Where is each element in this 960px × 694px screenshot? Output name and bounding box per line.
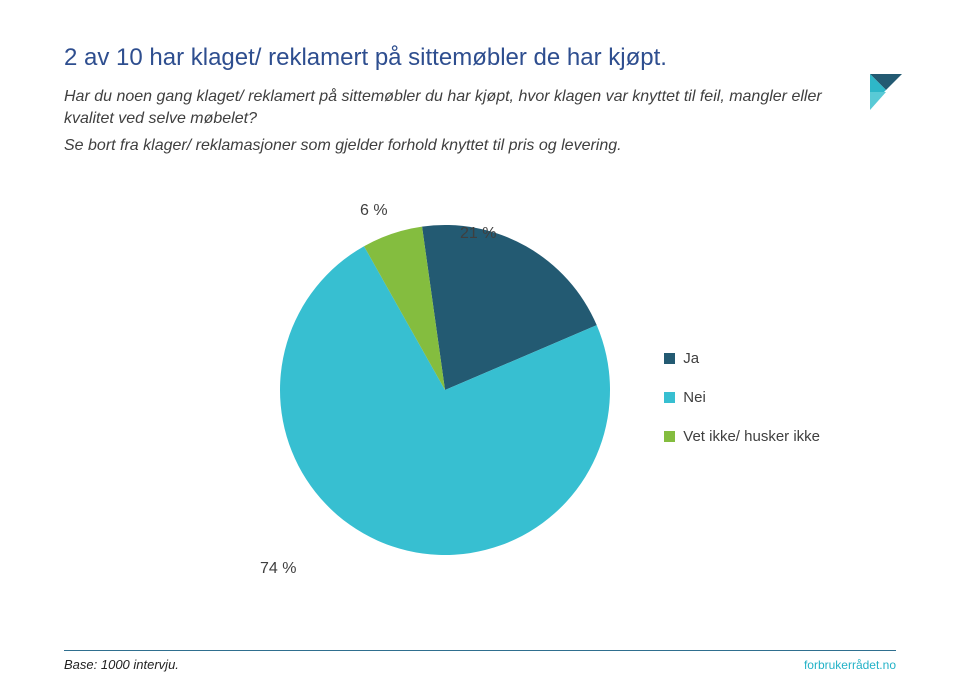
slide: 2 av 10 har klaget/ reklamert på sittemø… bbox=[0, 0, 960, 694]
site-link[interactable]: forbrukerrådet.no bbox=[804, 658, 896, 672]
legend: Ja Nei Vet ikke/ husker ikke bbox=[664, 350, 820, 445]
pie-slice-label: 74 % bbox=[260, 560, 296, 578]
brand-logo bbox=[864, 70, 908, 119]
pie-chart: 21 % 74 % 6 % Ja Nei Vet ikke/ husker ikke bbox=[0, 190, 960, 610]
legend-item-ja: Ja bbox=[664, 350, 820, 367]
legend-item-vetikke: Vet ikke/ husker ikke bbox=[664, 428, 820, 445]
pie-container bbox=[275, 220, 615, 560]
base-note: Base: 1000 intervju. bbox=[64, 657, 179, 672]
legend-label: Ja bbox=[683, 350, 699, 367]
footer-divider bbox=[64, 650, 896, 651]
pie-slice-label: 21 % bbox=[460, 225, 496, 243]
pie-svg bbox=[275, 220, 615, 560]
legend-swatch bbox=[664, 353, 675, 364]
legend-label: Nei bbox=[683, 389, 706, 406]
legend-swatch bbox=[664, 431, 675, 442]
legend-label: Vet ikke/ husker ikke bbox=[683, 428, 820, 445]
pie-slice-label: 6 % bbox=[360, 202, 388, 220]
subtitle-line-1: Har du noen gang klaget/ reklamert på si… bbox=[64, 86, 824, 129]
legend-swatch bbox=[664, 392, 675, 403]
footer: Base: 1000 intervju. forbrukerrådet.no bbox=[64, 650, 896, 672]
legend-item-nei: Nei bbox=[664, 389, 820, 406]
subtitle-line-2: Se bort fra klager/ reklamasjoner som gj… bbox=[64, 135, 896, 157]
page-title: 2 av 10 har klaget/ reklamert på sittemø… bbox=[64, 44, 896, 72]
logo-icon bbox=[864, 70, 908, 114]
